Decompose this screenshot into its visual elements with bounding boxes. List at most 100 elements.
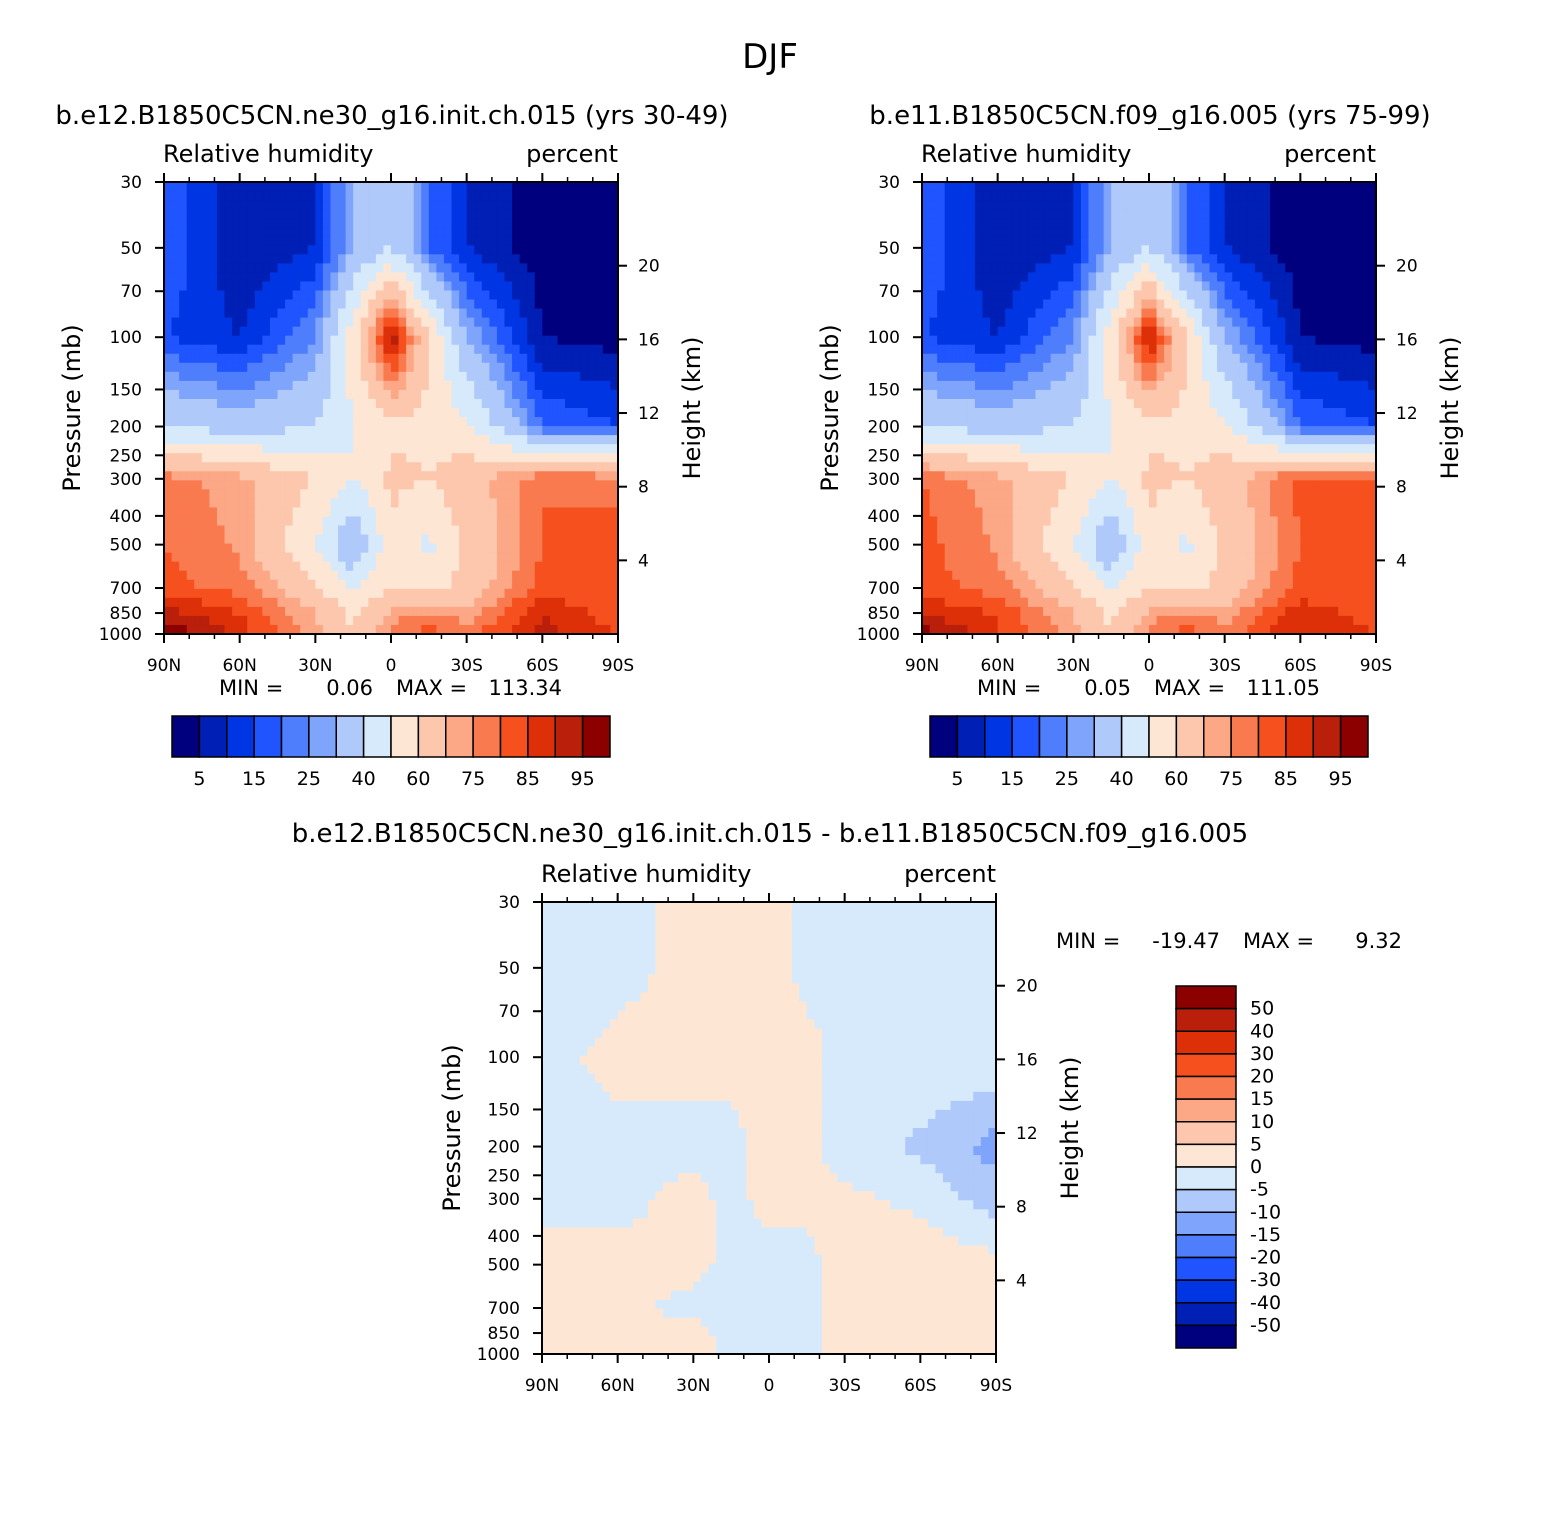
contour-cell: [300, 272, 309, 283]
contour-cell: [1277, 236, 1286, 246]
contour-cell: [209, 245, 218, 255]
contour-cell: [542, 498, 551, 509]
contour-cell: [944, 272, 953, 283]
contour-cell: [443, 380, 453, 391]
contour-cell: [1133, 362, 1143, 373]
contour-cell: [300, 335, 309, 346]
contour-cell: [587, 317, 596, 328]
contour-cell: [436, 525, 445, 536]
contour-cell: [1300, 389, 1309, 400]
contour-cell: [262, 263, 271, 273]
contour-cell: [179, 507, 188, 518]
contour-cell: [368, 326, 377, 337]
contour-cell: [1277, 200, 1286, 210]
contour-cell: [383, 480, 392, 490]
contour-cell: [595, 209, 604, 219]
contour-cell: [201, 453, 210, 463]
contour-cell: [595, 525, 604, 536]
contour-cell: [232, 588, 241, 599]
contour-cell: [512, 290, 521, 301]
contour-cell: [595, 272, 604, 283]
contour-cell: [1171, 389, 1180, 400]
contour-cell: [565, 218, 574, 228]
contour-cell: [1065, 272, 1074, 283]
contour-cell: [194, 227, 203, 237]
contour-cell: [1224, 182, 1233, 192]
contour-cell: [1179, 290, 1188, 301]
contour-cell: [610, 471, 619, 481]
contour-cell: [1035, 326, 1044, 337]
contour-cell: [1073, 299, 1082, 310]
contour-cell: [413, 245, 422, 255]
contour-cell: [436, 398, 445, 409]
contour-cell: [194, 507, 203, 518]
contour-cell: [300, 218, 309, 228]
contour-cell: [330, 281, 339, 292]
contour-cell: [466, 398, 475, 409]
contour-cell: [952, 335, 961, 346]
contour-cell: [997, 191, 1006, 201]
contour-cell: [990, 299, 999, 310]
min-label: MIN =: [219, 676, 283, 700]
contour-cell: [952, 453, 961, 463]
contour-cell: [368, 435, 377, 445]
contour-cell: [164, 326, 173, 337]
contour-cell: [171, 398, 180, 409]
contour-cell: [466, 552, 475, 563]
contour-cell: [201, 209, 210, 219]
contour-cell: [504, 308, 513, 319]
contour-cell: [164, 426, 173, 436]
contour-cell: [1050, 227, 1059, 237]
contour-cell: [496, 480, 506, 490]
contour-cell: [353, 561, 362, 572]
contour-cell: [194, 344, 203, 355]
contour-cell: [421, 417, 430, 427]
contour-cell: [1247, 263, 1256, 273]
contour-cell: [1285, 408, 1294, 418]
contour-cell: [262, 516, 271, 527]
contour-cell: [481, 272, 490, 283]
contour-cell: [587, 624, 596, 635]
contour-cell: [239, 191, 248, 201]
contour-cell: [496, 417, 506, 427]
contour-cell: [959, 191, 968, 201]
contour-cell: [164, 209, 173, 219]
contour-cell: [565, 453, 574, 463]
contour-cell: [1050, 182, 1059, 192]
contour-cell: [1300, 444, 1309, 454]
contour-cell: [959, 344, 968, 355]
contour-cell: [1065, 245, 1074, 255]
contour-cell: [1005, 209, 1014, 219]
contour-cell: [1020, 236, 1029, 246]
contour-cell: [451, 444, 460, 454]
contour-cell: [1338, 317, 1347, 328]
contour-cell: [1300, 218, 1309, 228]
contour-cell: [164, 317, 173, 328]
contour-cell: [164, 534, 173, 545]
contour-cell: [1232, 290, 1241, 301]
contour-cell: [937, 299, 946, 310]
panel-title: b.e12.B1850C5CN.ne30_g16.init.ch.015 (yr…: [55, 101, 728, 131]
contour-cell: [1179, 299, 1188, 310]
contour-cell: [580, 182, 589, 192]
contour-cell: [1323, 281, 1332, 292]
contour-cell: [1080, 290, 1090, 301]
contour-cell: [406, 245, 415, 255]
contour-cell: [262, 191, 271, 201]
contour-cell: [549, 263, 559, 273]
contour-cell: [353, 426, 362, 436]
contour-cell: [489, 263, 498, 273]
contour-cell: [201, 236, 210, 246]
contour-cell: [929, 353, 938, 364]
contour-cell: [1353, 272, 1362, 283]
contour-cell: [929, 218, 938, 228]
contour-cell: [254, 371, 263, 382]
contour-cell: [322, 245, 332, 255]
contour-cell: [1330, 417, 1339, 427]
contour-cell: [1050, 326, 1059, 337]
contour-cell: [239, 362, 248, 373]
contour-cell: [292, 435, 301, 445]
contour-cell: [398, 552, 407, 563]
contour-cell: [937, 191, 946, 201]
contour-cell: [565, 236, 574, 246]
